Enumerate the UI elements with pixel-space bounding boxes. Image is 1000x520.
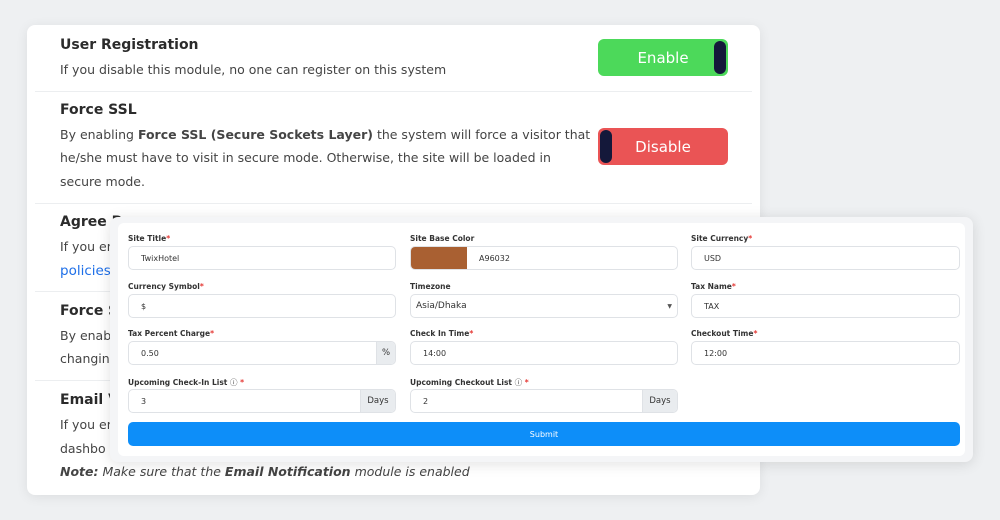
site-currency-label: Site Currency*	[691, 234, 753, 243]
days-addon: Days	[360, 390, 395, 412]
timezone-select[interactable]: Asia/Dhaka ▼	[410, 294, 678, 318]
timezone-value: Asia/Dhaka	[416, 301, 467, 311]
module-desc: changin	[60, 351, 110, 366]
toggle-knob	[714, 41, 726, 74]
module-desc: dashbo	[60, 441, 106, 456]
check-in-time-input[interactable]: 14:00	[410, 341, 678, 365]
upcoming-checkin-value[interactable]: 3	[141, 396, 147, 406]
checkout-time-input[interactable]: 12:00	[691, 341, 960, 365]
tax-percent-input[interactable]: 0.50 %	[128, 341, 396, 365]
upcoming-checkin-label: Upcoming Check-In List ⓘ *	[128, 378, 245, 387]
force-ssl-toggle[interactable]: Disable	[598, 128, 728, 165]
days-addon: Days	[642, 390, 677, 412]
divider	[35, 91, 752, 92]
module-title: Force SSL	[60, 102, 137, 118]
module-title: User Registration	[60, 37, 199, 53]
upcoming-checkout-input[interactable]: 2 Days	[410, 389, 678, 413]
tax-percent-value[interactable]: 0.50	[141, 348, 159, 358]
toggle-label: Enable	[637, 48, 689, 67]
color-hex-value[interactable]: A96032	[479, 253, 510, 263]
upcoming-checkout-value[interactable]: 2	[423, 396, 429, 406]
module-title: Agree P	[60, 214, 122, 230]
tax-name-input[interactable]: TAX	[691, 294, 960, 318]
module-title: Email V	[60, 392, 119, 408]
toggle-knob	[600, 130, 612, 163]
module-desc: By enabling Force SSL (Secure Sockets La…	[60, 127, 591, 142]
module-desc: If you disable this module, no one can r…	[60, 62, 447, 77]
module-desc: secure mode.	[60, 174, 145, 189]
tax-percent-label: Tax Percent Charge*	[128, 329, 215, 338]
module-note: Note: Make sure that the Email Notificat…	[60, 464, 470, 479]
upcoming-checkin-input[interactable]: 3 Days	[128, 389, 396, 413]
site-base-color-input[interactable]: A96032	[410, 246, 678, 270]
currency-symbol-label: Currency Symbol*	[128, 282, 204, 291]
info-icon: ⓘ	[230, 378, 238, 387]
module-title: Force S	[60, 303, 119, 319]
submit-button[interactable]: Submit	[128, 422, 960, 446]
module-desc: he/she must have to visit in secure mode…	[60, 150, 551, 165]
module-desc: If you en	[60, 417, 115, 432]
currency-symbol-input[interactable]: $	[128, 294, 396, 318]
site-currency-input[interactable]: USD	[691, 246, 960, 270]
policies-link[interactable]: policies	[60, 263, 111, 279]
check-in-time-label: Check In Time*	[410, 329, 474, 338]
module-desc: By enab	[60, 328, 112, 343]
general-settings-form: Site Title* TwixHotel Site Base Color A9…	[110, 217, 973, 462]
percent-addon: %	[376, 342, 395, 364]
divider	[35, 203, 752, 204]
user-registration-toggle[interactable]: Enable	[598, 39, 728, 76]
site-title-label: Site Title*	[128, 234, 171, 243]
toggle-label: Disable	[635, 137, 691, 156]
tax-name-label: Tax Name*	[691, 282, 736, 291]
dropdown-arrow-icon: ▼	[667, 302, 672, 310]
checkout-time-label: Checkout Time*	[691, 329, 758, 338]
site-base-color-label: Site Base Color	[410, 234, 475, 243]
module-desc: If you en	[60, 239, 115, 254]
info-icon: ⓘ	[514, 378, 523, 387]
color-swatch[interactable]	[411, 247, 467, 269]
site-title-input[interactable]: TwixHotel	[128, 246, 396, 270]
upcoming-checkout-label: Upcoming Checkout List ⓘ *	[410, 378, 529, 387]
timezone-label: Timezone	[410, 282, 451, 291]
